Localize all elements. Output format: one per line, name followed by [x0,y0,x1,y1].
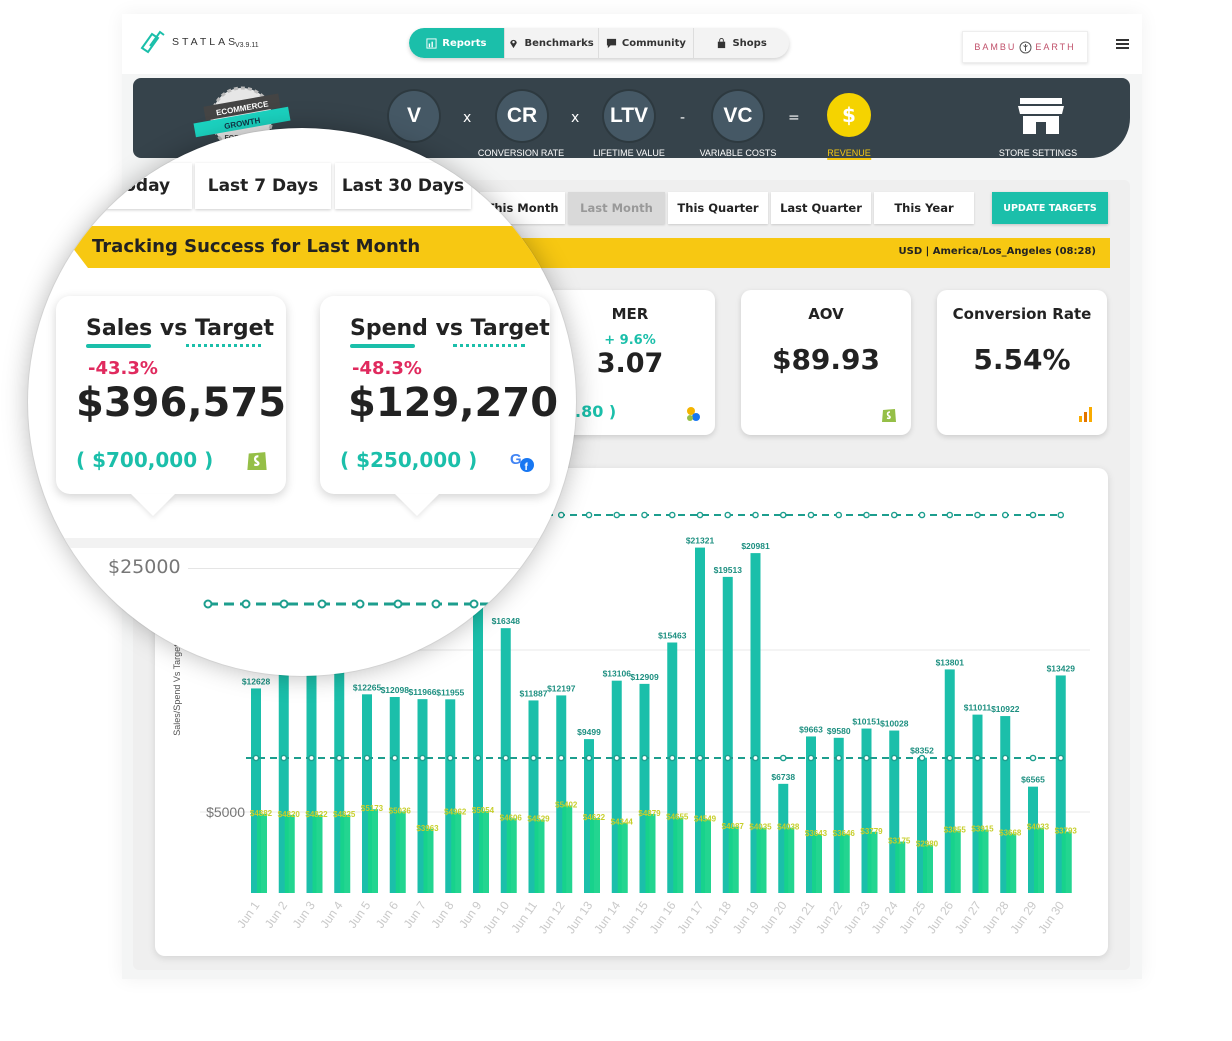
kpi-card-spend-vs-target[interactable]: Spend vs Target -48.3% $129,270 ( $250,0… [320,296,558,494]
tab-this-year[interactable]: This Year [874,192,974,224]
shop-name-right: EARTH [1035,42,1076,52]
kpi-value: 5.54% [973,343,1071,376]
kpi-title: AOV [808,305,844,323]
kpi-title: Conversion Rate [952,305,1092,323]
main-nav: Reports Benchmarks Community Shops [409,28,789,58]
multi-source-icon [687,407,700,421]
bamboo-logo-icon [1019,41,1032,53]
magnifier-lens: Today Last 7 Days Last 30 Days Tracking … [28,128,576,676]
date-range-tabs: This Month Last Month This Quarter Last … [480,192,977,224]
kpi-title: Spend vs Target [350,316,550,341]
formula-op: x [463,110,472,126]
brand-name: STATLAS [172,36,239,48]
store-icon[interactable] [1018,96,1064,136]
banner-arrow [72,226,88,268]
nav-label: Reports [442,37,487,49]
tab-label: Today [114,176,171,196]
shopping-bag-icon [718,37,726,48]
title-underline [86,344,151,348]
svg-text:f: f [525,462,529,473]
shopify-icon [882,409,896,422]
tracking-title: Tracking Success for Last Month [92,236,421,257]
tab-this-quarter[interactable]: This Quarter [668,192,768,224]
svg-text:G: G [510,451,522,468]
nav-label: Community [621,37,686,49]
formula-conversion-rate[interactable]: CR [497,91,547,141]
kpi-value: $129,270 [348,380,559,426]
kpi-card-aov[interactable]: AOV $89.93 [741,290,911,435]
shop-name-left: BAMBU [974,42,1017,52]
chat-icon [606,38,616,48]
kpi-value: 3.07 [596,348,664,379]
store-settings-label[interactable]: STORE SETTINGS [998,148,1078,158]
update-targets-button[interactable]: UPDATE TARGETS [992,192,1108,224]
title-dotted-underline [186,344,261,347]
nav-benchmarks[interactable]: Benchmarks [505,28,599,58]
tab-today[interactable]: Today [28,163,192,209]
formula-variable-costs[interactable]: VC [713,91,763,141]
formula-revenue[interactable]: $ [827,93,871,137]
nav-label: Shops [732,37,767,49]
formula-label: CONVERSION RATE [477,148,565,158]
nav-label: Benchmarks [524,37,594,49]
kpi-target: .80 ) [575,402,617,421]
kpi-card-conversion-rate[interactable]: Conversion Rate 5.54% [937,290,1107,435]
nav-reports[interactable]: Reports [409,28,505,58]
formula-visitors[interactable]: V [389,91,439,141]
formula-op: = [788,110,800,126]
tracking-banner-zoomed [88,226,576,268]
statlas-logo-icon[interactable] [138,26,168,56]
y-tick-label: $25000 [108,556,181,578]
kpi-delta: + 9.6% [604,333,656,348]
kpi-value: $89.93 [771,343,881,376]
chart-top-band [28,538,576,548]
title-dotted-underline [453,344,525,347]
kpi-card-sales-vs-target[interactable]: Sales vs Target -43.3% $396,575 ( $700,0… [56,296,286,494]
menu-icon[interactable] [1116,39,1129,49]
formula-label-revenue: REVENUE [827,148,871,160]
gridline [188,568,576,569]
bar-chart-icon [426,37,437,49]
formula-lifetime-value[interactable]: LTV [604,91,654,141]
kpi-delta: -48.3% [352,358,422,379]
formula-label: VARIABLE COSTS [699,148,777,158]
shopify-icon [247,452,267,470]
tab-last-30-days[interactable]: Last 30 Days [335,163,471,209]
tracking-banner: USD | America/Los_Angeles (08:28) [470,238,1110,268]
nav-shops[interactable]: Shops [694,28,789,58]
title-underline [350,344,415,348]
shop-selector[interactable]: BAMBU EARTH [962,31,1088,63]
kpi-delta: -43.3% [88,358,158,379]
kpi-target: ( $250,000 ) [340,448,478,472]
tab-last-7-days[interactable]: Last 7 Days [195,163,331,209]
nav-community[interactable]: Community [599,28,695,58]
location-pin-icon [510,39,518,48]
kpi-value: $396,575 [76,380,287,426]
tab-last-quarter[interactable]: Last Quarter [771,192,871,224]
currency-timezone: USD | America/Los_Angeles (08:28) [898,246,1096,257]
zoomed-target-line [203,599,524,676]
formula-op: - [680,110,686,126]
kpi-title: Sales vs Target [86,316,275,341]
formula-op: x [571,110,580,126]
kpi-target: ( $700,000 ) [76,448,214,472]
kpi-title: MER [611,305,649,323]
brand-version: V3.9.11 [235,42,259,49]
formula-label: LIFETIME VALUE [593,148,665,158]
analytics-icon [1079,407,1092,422]
tab-last-month[interactable]: Last Month [568,192,665,224]
